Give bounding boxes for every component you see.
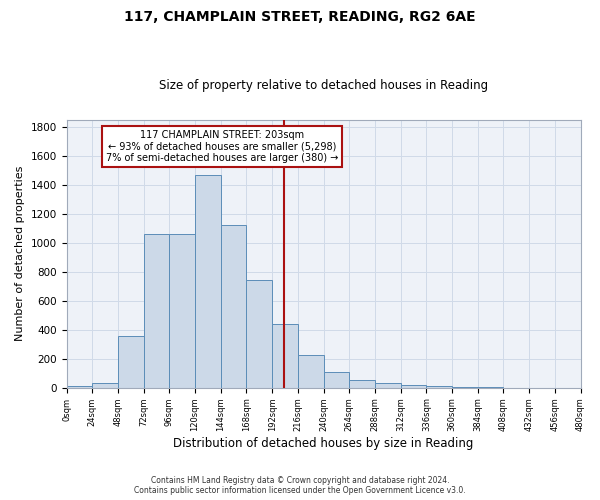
Text: 117 CHAMPLAIN STREET: 203sqm
← 93% of detached houses are smaller (5,298)
7% of : 117 CHAMPLAIN STREET: 203sqm ← 93% of de… — [106, 130, 338, 163]
Bar — [349, 380, 375, 388]
Title: Size of property relative to detached houses in Reading: Size of property relative to detached ho… — [159, 79, 488, 92]
Bar — [401, 385, 427, 388]
Bar — [143, 234, 169, 388]
Bar — [272, 324, 298, 388]
Bar — [67, 386, 92, 388]
Bar — [375, 383, 401, 388]
Text: 117, CHAMPLAIN STREET, READING, RG2 6AE: 117, CHAMPLAIN STREET, READING, RG2 6AE — [124, 10, 476, 24]
Bar — [118, 336, 143, 388]
Bar — [323, 372, 349, 388]
Bar — [298, 355, 323, 388]
Bar — [221, 226, 247, 388]
Text: Contains HM Land Registry data © Crown copyright and database right 2024.
Contai: Contains HM Land Registry data © Crown c… — [134, 476, 466, 495]
X-axis label: Distribution of detached houses by size in Reading: Distribution of detached houses by size … — [173, 437, 474, 450]
Bar — [452, 387, 478, 388]
Bar — [169, 234, 195, 388]
Bar — [92, 383, 118, 388]
Bar — [427, 386, 452, 388]
Bar — [195, 176, 221, 388]
Y-axis label: Number of detached properties: Number of detached properties — [15, 166, 25, 342]
Bar — [247, 280, 272, 388]
